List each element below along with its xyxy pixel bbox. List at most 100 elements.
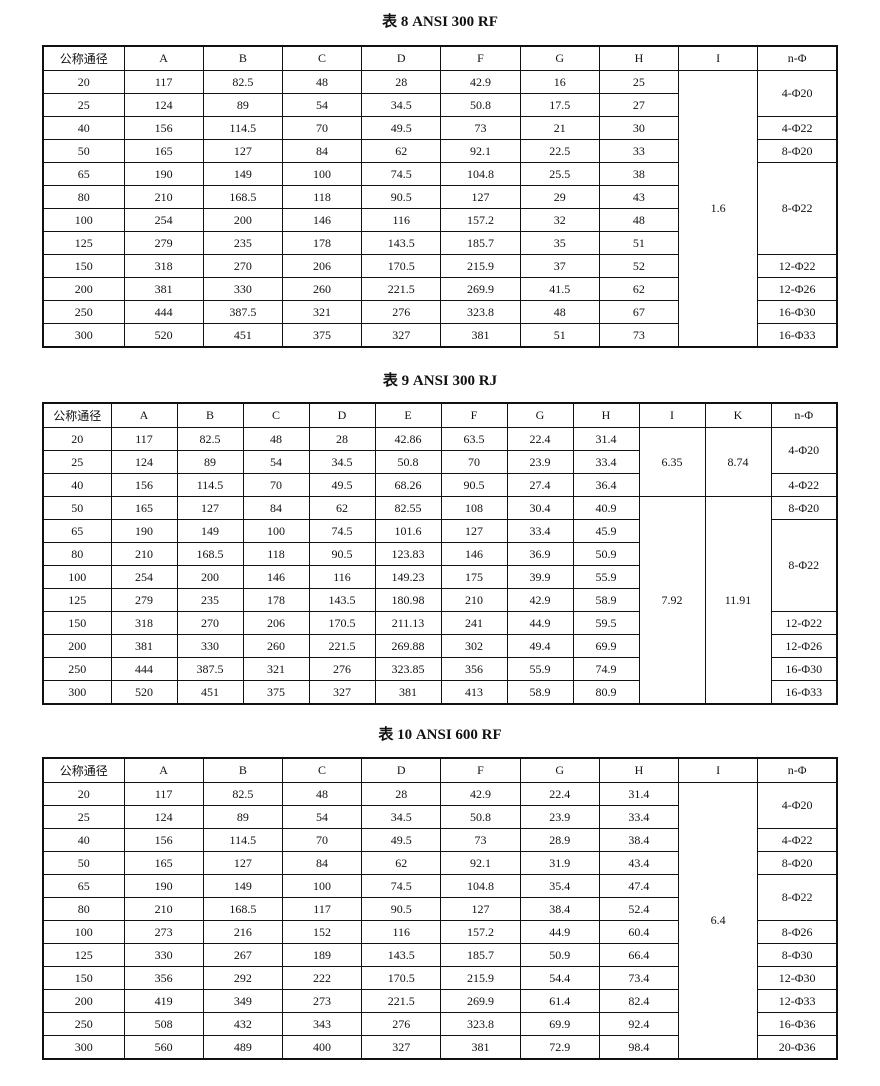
table-cell: 381 [440,1035,521,1060]
merged-cell: 12-Φ22 [770,611,838,635]
table-cell: 178 [242,588,310,612]
column-header: 公称通径 [42,45,125,71]
table-cell: 34.5 [361,805,442,829]
table-cell: 42.9 [506,588,574,612]
table-cell: 100 [281,162,363,186]
column-header: G [519,45,600,71]
column-header: B [202,45,283,71]
table-cell: 206 [281,254,363,278]
table-cell: 69.9 [519,1012,600,1036]
column-header: 公称通径 [42,402,112,428]
table-row: 125 279 235 178 143.5 180.98 210 42.9 58.9 [42,588,837,612]
table-cell: 444 [110,657,178,681]
merged-cell: 4-Φ22 [757,116,838,140]
table-cell: 100 [42,565,112,589]
column-header: B [176,402,244,428]
table-cell: 25.5 [519,162,600,186]
table-cell: 170.5 [361,966,442,990]
table-cell: 321 [281,300,363,324]
table-cell: 124 [123,805,204,829]
table-cell: 50.8 [440,93,521,117]
table-cell: 185.7 [440,943,521,967]
table-cell: 82.4 [598,989,680,1013]
column-header: n-Φ [757,45,838,71]
column-header: n-Φ [770,402,838,428]
table-cell: 150 [42,966,125,990]
table-cell: 165 [123,851,204,875]
table-cell: 269.88 [374,634,442,658]
table-row: 40 156 114.5 70 49.5 73 21 30 4-Φ22 [42,116,838,140]
table-cell: 82.5 [176,427,244,451]
table-cell: 27.4 [506,473,574,497]
table-cell: 375 [281,323,363,348]
table-cell: 44.9 [519,920,600,944]
table-cell: 43.4 [598,851,680,875]
table-cell: 62 [598,277,680,301]
merged-cell: 16-Φ33 [757,323,838,348]
table-cell: 149 [202,874,283,898]
merged-cell: 16-Φ36 [757,1012,838,1036]
merged-cell: 8-Φ30 [757,943,838,967]
table-9-title: 表 9 ANSI 300 RJ [382,373,498,389]
table-cell: 62 [361,851,442,875]
table-cell: 190 [123,162,204,186]
table-cell: 300 [42,1035,125,1060]
table-cell: 65 [42,874,125,898]
table-cell: 400 [281,1035,363,1060]
table-row: 200 381 330 260 221.5 269.9 41.5 62 12-Φ26 [42,277,838,301]
table-cell: 276 [361,1012,442,1036]
table-cell: 143.5 [361,943,442,967]
merged-cell: 16-Φ30 [757,300,838,324]
table-cell: 36.9 [506,542,574,566]
table-cell: 215.9 [440,966,521,990]
table-cell: 25 [42,450,112,474]
table-row: 300 520 451 375 327 381 413 58.9 80.9 16-Φ33 [42,680,838,705]
table-row: 300 520 451 375 327 381 51 73 16-Φ33 [42,323,838,348]
table-cell: 356 [440,657,508,681]
merged-cell: 16-Φ33 [770,680,838,705]
table-cell: 100 [281,874,363,898]
table-cell: 269.9 [440,989,521,1013]
merged-cell: 6.4 [678,782,759,1060]
table-cell: 66.4 [598,943,680,967]
table-cell: 451 [176,680,244,705]
column-header: E [374,402,442,428]
table-cell: 101.6 [374,519,442,543]
table-cell: 146 [440,542,508,566]
table-cell: 127 [202,851,283,875]
table-row: 100 273 216 152 116 157.2 44.9 60.4 8-Φ26 [42,920,838,944]
table-cell: 343 [281,1012,363,1036]
table-cell: 116 [308,565,376,589]
table-cell: 156 [123,116,204,140]
merged-cell: 4-Φ20 [770,427,838,474]
column-header: D [308,402,376,428]
table-cell: 89 [202,805,283,829]
table-cell: 59.5 [572,611,640,635]
merged-cell: 8-Φ26 [757,920,838,944]
table-cell: 70 [281,828,363,852]
table-cell: 327 [361,323,442,348]
column-header: H [598,45,680,71]
merged-cell: 4-Φ20 [757,70,838,117]
table-cell: 43 [598,185,680,209]
table-cell: 49.5 [308,473,376,497]
table-cell: 149 [176,519,244,543]
table-cell: 150 [42,611,112,635]
table-cell: 302 [440,634,508,658]
table-row: 65 190 149 100 74.5 101.6 127 33.4 45.9 8-Φ22 [42,519,838,612]
table-cell: 22.5 [519,139,600,163]
table-cell: 200 [42,277,125,301]
table-cell: 23.9 [506,450,574,474]
table-cell: 125 [42,588,112,612]
table-cell: 149 [202,162,283,186]
merged-cell: 12-Φ26 [770,634,838,658]
table-cell: 375 [242,680,310,705]
column-header: H [572,402,640,428]
table-cell: 235 [176,588,244,612]
table-cell: 127 [440,185,521,209]
table-cell: 20 [42,70,125,94]
column-header: G [506,402,574,428]
